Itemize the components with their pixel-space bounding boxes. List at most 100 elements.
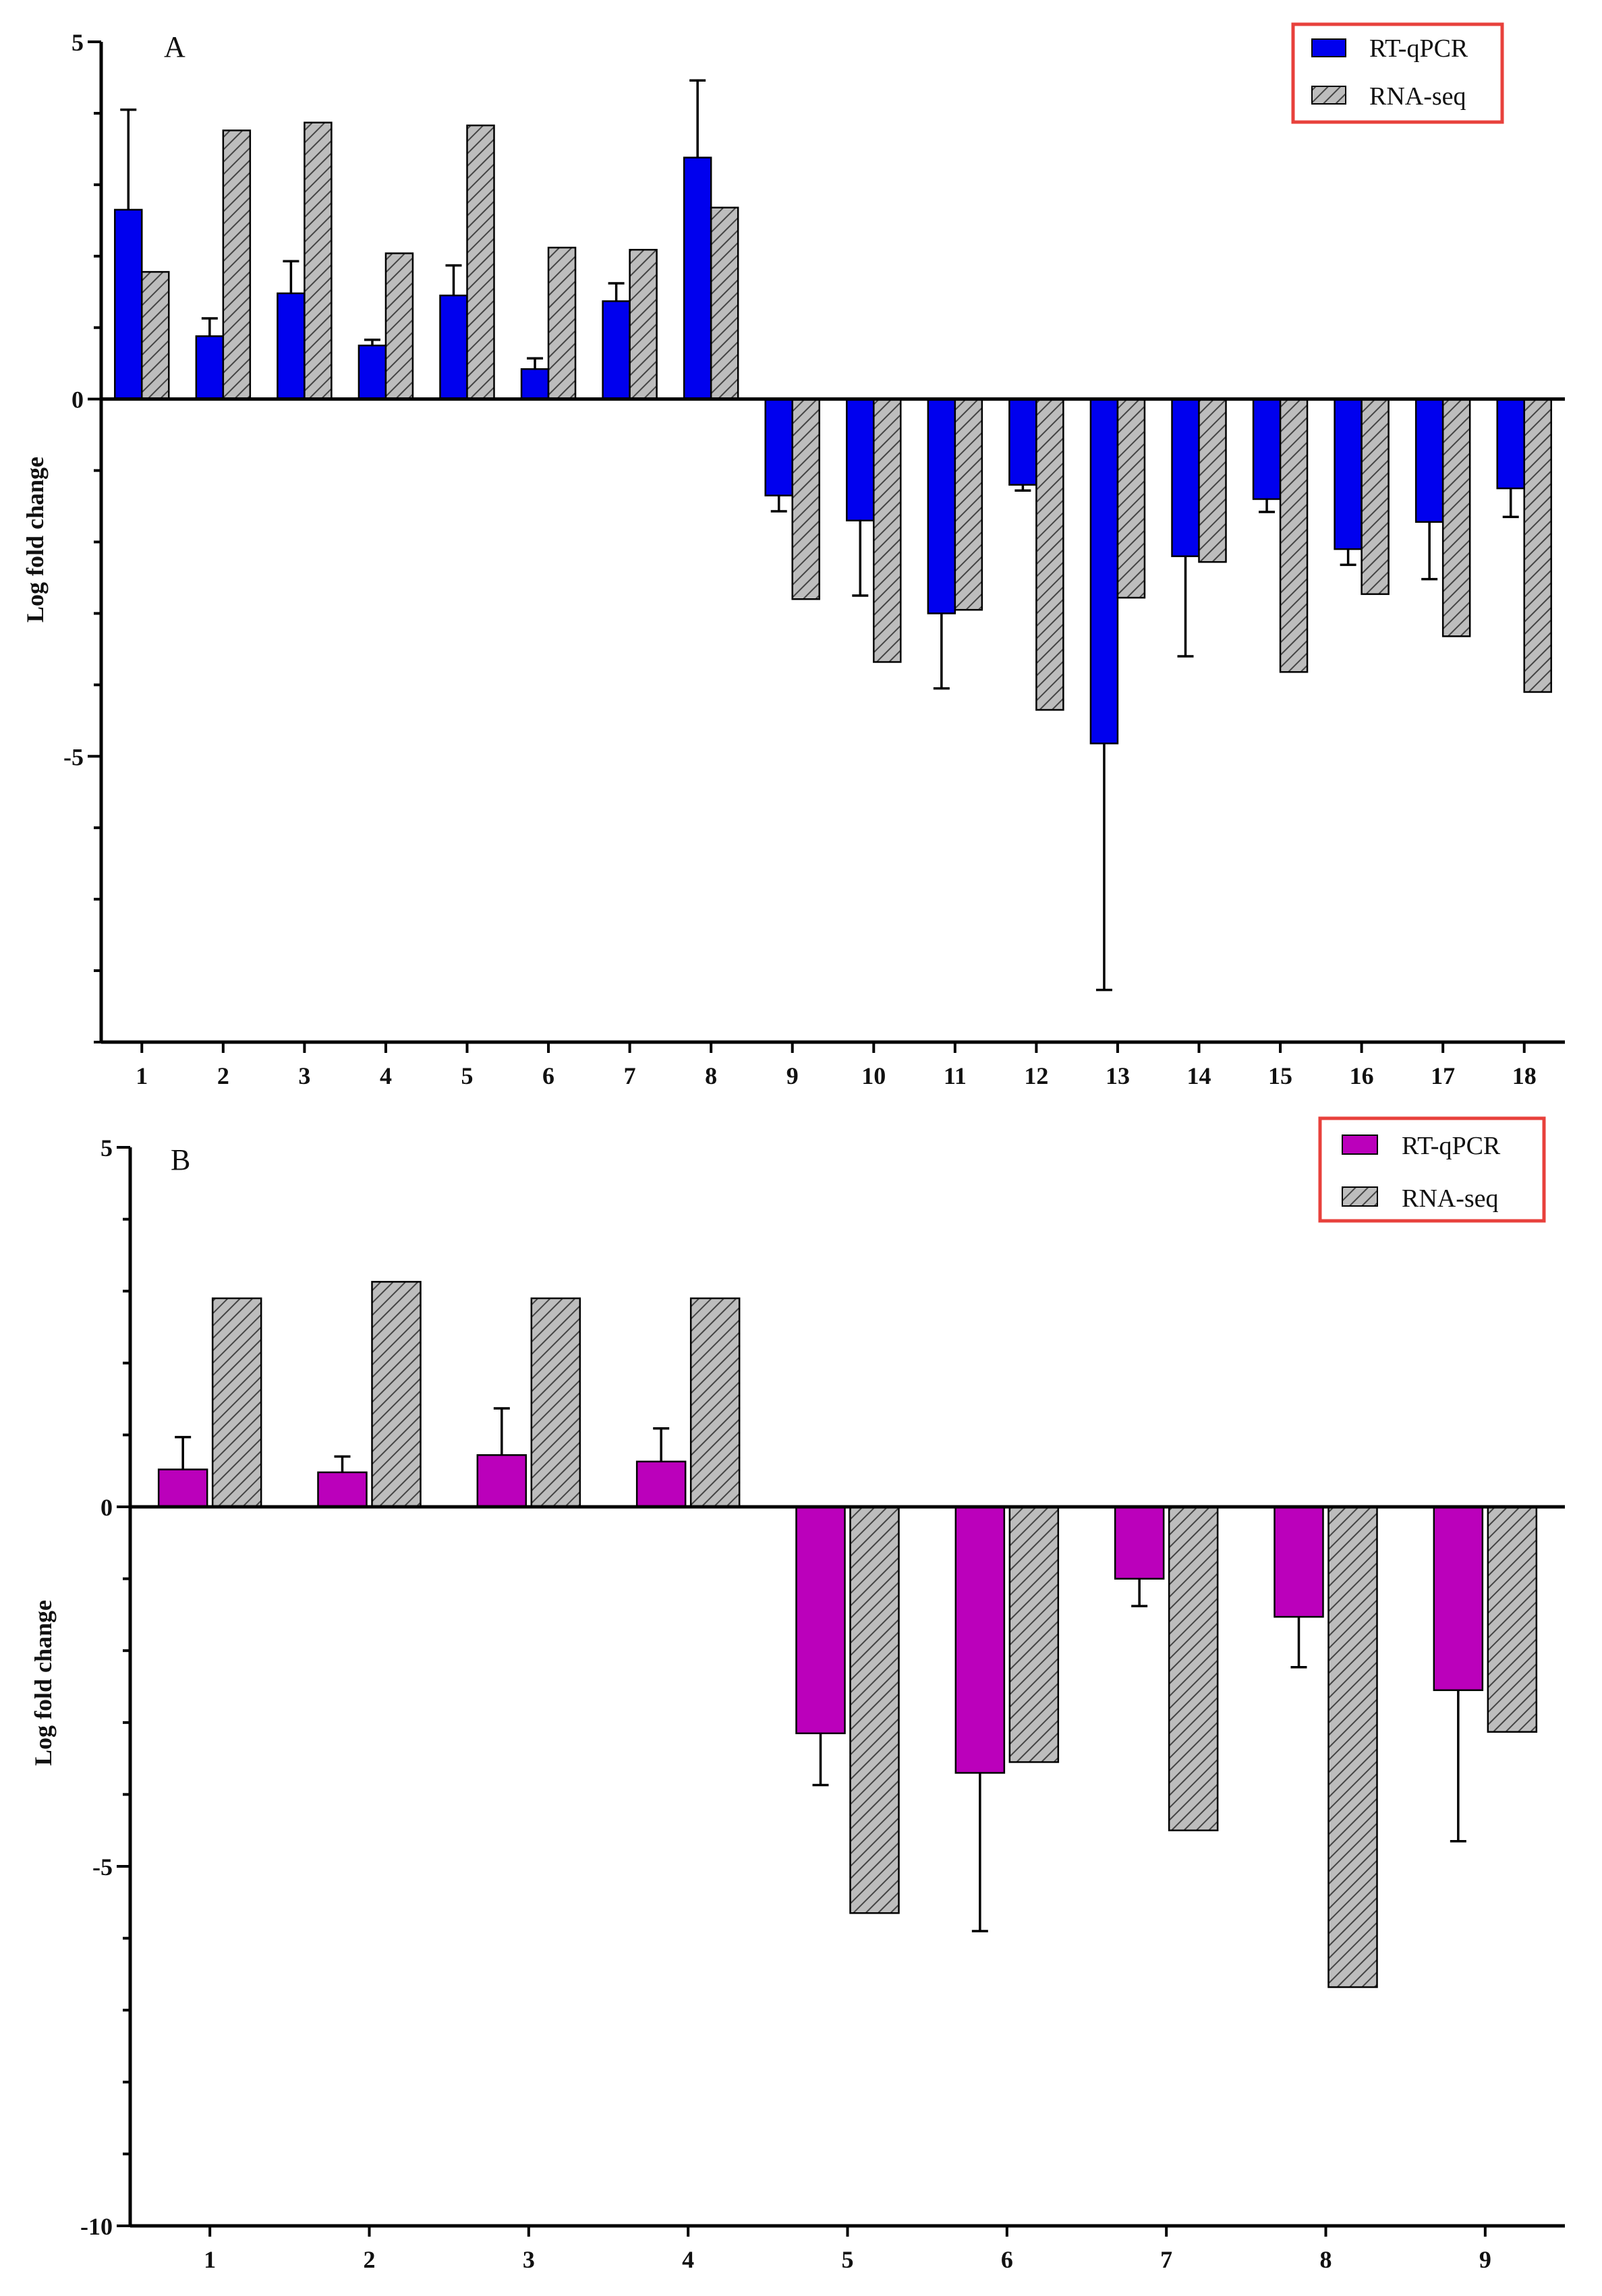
panel-a-xtick-label: 11 xyxy=(944,1062,967,1089)
panel-a-xtick-label: 5 xyxy=(461,1062,474,1089)
panel-a-qpcr-bar xyxy=(602,300,631,400)
panel-b-qpcr-bar xyxy=(795,1505,846,1735)
panel-a-rnaseq-bar xyxy=(1441,398,1471,637)
panel-a-qpcr-bar xyxy=(846,398,875,521)
panel-b-xtick-label: 2 xyxy=(364,2246,376,2273)
panel-b-rnaseq-bar xyxy=(530,1297,581,1508)
panel-a-rnaseq-bar xyxy=(1279,398,1309,673)
panel-a-qpcr-bar xyxy=(520,368,550,400)
panel-b-rnaseq-bar xyxy=(1327,1505,1378,1988)
panel-b-chart: B Log fold change RT-qPCR RNA-seq 5 0 -5 -1… xyxy=(30,1116,1565,2273)
panel-a-qpcr-bar xyxy=(114,208,143,400)
panel-a-qpcr-bar xyxy=(1171,398,1200,557)
panel-b-rnaseq-bar xyxy=(371,1281,422,1508)
panel-a-qpcr-bar xyxy=(1008,398,1037,486)
panel-b-legend-label-qpcr: RT-qPCR xyxy=(1402,1132,1501,1160)
panel-a-rnaseq-bar xyxy=(1361,398,1390,596)
panel-b-ytick-label: 5 xyxy=(101,1135,113,1161)
panel-b-qpcr-bar xyxy=(1114,1505,1165,1580)
panel-a-qpcr-bar xyxy=(1496,398,1525,490)
panel-b-rnaseq-bar xyxy=(849,1505,900,1914)
panel-b-legend-swatch-rnaseq xyxy=(1342,1186,1378,1207)
panel-b-xtick-label: 1 xyxy=(204,2246,216,2273)
panel-b-xtick-label: 8 xyxy=(1320,2246,1332,2273)
panel-a-ytick-label: 5 xyxy=(71,29,84,56)
panel-a-rnaseq-bar xyxy=(791,398,820,600)
panel-a-legend-label-qpcr: RT-qPCR xyxy=(1369,34,1468,63)
panel-b-xtick-label: 7 xyxy=(1160,2246,1172,2273)
panel-a-xtick-label: 7 xyxy=(624,1062,636,1089)
panel-a-chart: A Log fold change RT-qPCR RNA-seq 50-51 2… xyxy=(22,22,1565,1089)
panel-a-qpcr-bar xyxy=(357,344,387,400)
panel-b-ytick-label: 0 xyxy=(101,1494,113,1521)
panel-a-legend-swatch-qpcr xyxy=(1311,38,1346,57)
panel-a-rnaseq-bar xyxy=(384,252,414,400)
panel-a-xtick-label: 10 xyxy=(861,1062,886,1089)
panel-a-ytick-label: 0 xyxy=(71,386,84,413)
panel-a-qpcr-bar xyxy=(1334,398,1363,550)
panel-b-rnaseq-bar xyxy=(1487,1505,1538,1733)
panel-a-rnaseq-bar xyxy=(466,124,495,400)
panel-a-qpcr-bar xyxy=(683,156,712,400)
panel-b-qpcr-bar xyxy=(317,1471,368,1508)
panel-a-ylabel: Log fold change xyxy=(22,457,49,623)
panel-a-xtick-label: 12 xyxy=(1024,1062,1048,1089)
panel-b-qpcr-bar xyxy=(1274,1505,1324,1618)
panel-a-rnaseq-bar xyxy=(1035,398,1064,711)
panel-a-rnaseq-bar xyxy=(304,121,333,400)
panel-a-rnaseq-bar xyxy=(547,246,577,400)
panel-a-qpcr-bar xyxy=(1414,398,1444,523)
panel-a-rnaseq-bar xyxy=(1198,398,1227,563)
panel-b-qpcr-bar xyxy=(157,1468,208,1508)
panel-b-label: B xyxy=(171,1143,190,1176)
panel-a-qpcr-bar xyxy=(1089,398,1119,745)
panel-a-rnaseq-bar xyxy=(1116,398,1146,599)
panel-a-xtick-label: 16 xyxy=(1350,1062,1374,1089)
panel-a-xtick-label: 3 xyxy=(298,1062,310,1089)
panel-b-rnaseq-bar xyxy=(689,1297,741,1508)
panel-a-legend-swatch-rnaseq xyxy=(1311,86,1346,105)
panel-a-qpcr-bar xyxy=(764,398,793,496)
panel-b-rnaseq-bar xyxy=(211,1297,262,1508)
panel-b-qpcr-bar xyxy=(1433,1505,1484,1692)
panel-a-xtick-label: 6 xyxy=(542,1062,554,1089)
panel-a-qpcr-bar xyxy=(195,335,225,400)
panel-a-rnaseq-bar xyxy=(1523,398,1552,693)
panel-b-xtick-label: 5 xyxy=(842,2246,854,2273)
panel-a-xtick-label: 13 xyxy=(1106,1062,1130,1089)
panel-a-label: A xyxy=(164,30,185,63)
panel-a-rnaseq-bar xyxy=(710,206,739,400)
panel-b-rnaseq-bar xyxy=(1008,1505,1060,1763)
panel-a-xtick-label: 2 xyxy=(217,1062,229,1089)
panel-b-ylabel: Log fold change xyxy=(30,1600,57,1766)
panel-a-xtick-label: 15 xyxy=(1268,1062,1292,1089)
panel-b-xtick-label: 6 xyxy=(1001,2246,1013,2273)
panel-b-legend: RT-qPCR RNA-seq xyxy=(1318,1116,1546,1223)
panel-b-legend-swatch-qpcr xyxy=(1342,1135,1378,1155)
panel-b-qpcr-bar xyxy=(954,1505,1006,1774)
panel-a-xtick-label: 8 xyxy=(705,1062,717,1089)
panel-b-xtick-label: 9 xyxy=(1479,2246,1491,2273)
panel-b-rnaseq-bar xyxy=(1168,1505,1219,1831)
panel-a-rnaseq-bar xyxy=(141,270,170,400)
panel-b-ytick-label: -10 xyxy=(80,2213,113,2240)
panel-a-qpcr-bar xyxy=(439,294,468,400)
panel-a-rnaseq-bar xyxy=(873,398,902,663)
panel-b-qpcr-bar xyxy=(476,1454,527,1508)
panel-a-legend: RT-qPCR RNA-seq xyxy=(1291,22,1504,124)
panel-a-legend-box xyxy=(1291,22,1504,124)
panel-a-xtick-label: 4 xyxy=(380,1062,392,1089)
panel-a-rnaseq-bar xyxy=(629,249,658,400)
panel-a-xtick-label: 9 xyxy=(786,1062,799,1089)
panel-a-rnaseq-bar xyxy=(954,398,983,611)
panel-a-xtick-label: 1 xyxy=(136,1062,148,1089)
panel-a-legend-label-rnaseq: RNA-seq xyxy=(1369,82,1466,111)
panel-b-xtick-label: 4 xyxy=(682,2246,694,2273)
panel-b-xtick-label: 3 xyxy=(523,2246,535,2273)
panel-a-qpcr-bar xyxy=(277,292,306,400)
panel-a-xtick-label: 17 xyxy=(1431,1062,1455,1089)
panel-b-legend-box xyxy=(1318,1116,1546,1223)
panel-a-qpcr-bar xyxy=(927,398,956,614)
panel-a-qpcr-bar xyxy=(1252,398,1282,500)
